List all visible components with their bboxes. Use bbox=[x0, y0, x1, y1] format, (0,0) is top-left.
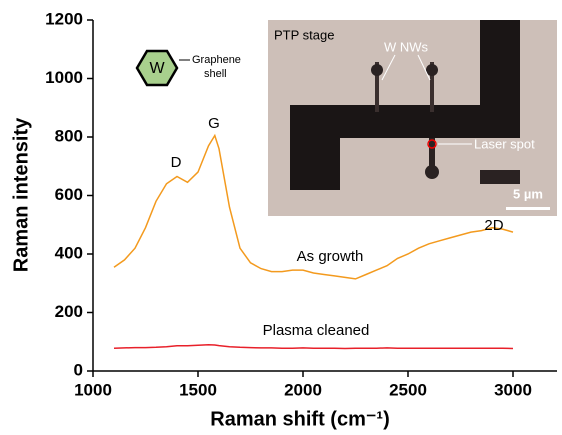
x-tick-label: 1000 bbox=[74, 380, 112, 399]
y-tick-label: 0 bbox=[74, 360, 83, 379]
shell-label: Graphene bbox=[192, 54, 241, 66]
inset-photo: PTP stage W NWs Laser spot 5 µm bbox=[268, 20, 557, 216]
y-tick-label: 1200 bbox=[45, 9, 83, 28]
contact bbox=[425, 165, 439, 179]
x-tick-label: 2500 bbox=[389, 380, 427, 399]
y-tick-label: 600 bbox=[55, 185, 83, 204]
contact bbox=[371, 64, 383, 76]
x-tick-label: 1500 bbox=[179, 380, 217, 399]
pad bbox=[480, 170, 520, 184]
inset-label: Laser spot bbox=[474, 136, 535, 151]
y-tick-label: 1000 bbox=[45, 68, 83, 87]
shell-label: shell bbox=[204, 68, 227, 80]
inset-title: PTP stage bbox=[274, 27, 334, 42]
y-axis-label: Raman intensity bbox=[10, 117, 32, 272]
scale-bar bbox=[506, 207, 550, 210]
x-axis-label: Raman shift (cm⁻¹) bbox=[210, 408, 389, 430]
core-label: W bbox=[149, 60, 165, 77]
series-label: Plasma cleaned bbox=[263, 322, 370, 339]
y-tick-label: 200 bbox=[55, 302, 83, 321]
x-tick-label: 2000 bbox=[284, 380, 322, 399]
series-label: As growth bbox=[297, 248, 364, 265]
peak-label: G bbox=[208, 115, 220, 132]
schematic: W Graphene shell bbox=[137, 51, 241, 85]
contact bbox=[426, 64, 438, 76]
x-tick-label: 3000 bbox=[494, 380, 532, 399]
y-tick-label: 400 bbox=[55, 243, 83, 262]
y-tick-label: 800 bbox=[55, 126, 83, 145]
inset-label: W NWs bbox=[384, 39, 429, 54]
scale-bar-label: 5 µm bbox=[513, 186, 543, 201]
chart: Raman shift (cm⁻¹) Raman intensity D G 2… bbox=[0, 0, 562, 435]
peak-label: D bbox=[171, 154, 182, 171]
peak-label: 2D bbox=[484, 217, 503, 234]
series-line bbox=[114, 345, 513, 349]
